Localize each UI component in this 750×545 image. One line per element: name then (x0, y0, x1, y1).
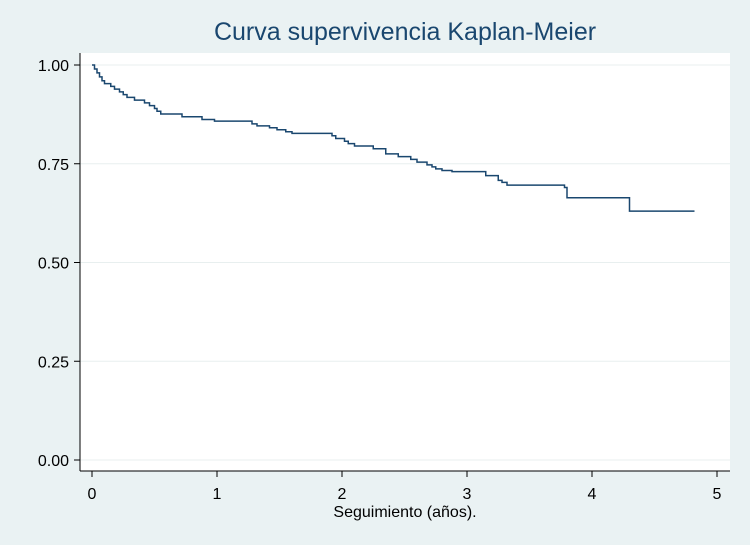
y-tick-label: 0.25 (38, 354, 69, 371)
x-tick-label: 0 (88, 486, 97, 503)
y-tick-label: 0.50 (38, 256, 69, 273)
x-axis-label: Seguimiento (años). (333, 504, 476, 521)
x-tick-label: 2 (338, 486, 347, 503)
chart-title: Curva supervivencia Kaplan-Meier (213, 18, 597, 46)
x-tick-label: 4 (588, 486, 597, 503)
y-tick-label: 1.00 (38, 58, 69, 75)
y-tick-label: 0.75 (38, 157, 69, 174)
survival-curve (92, 64, 695, 212)
x-tick-label: 3 (463, 486, 472, 503)
x-tick-label: 5 (713, 486, 722, 503)
y-tick-label: 0.00 (38, 453, 69, 470)
x-tick-label: 1 (213, 486, 222, 503)
